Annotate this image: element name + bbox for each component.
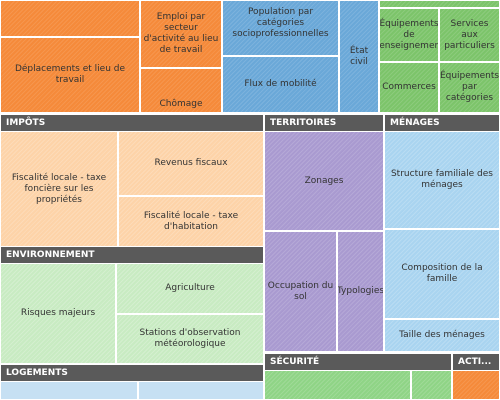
treemap-cell-equipements-top[interactable]: [379, 0, 500, 8]
treemap-cell-equipements-categories[interactable]: Équipements par catégories: [439, 62, 500, 113]
cell-label: Risques majeurs: [20, 308, 96, 318]
treemap-cell-zonages[interactable]: Zonages: [264, 131, 384, 231]
treemap-cell-occupation-sol[interactable]: Occupation du sol: [264, 231, 337, 352]
cell-label: Équipements par catégories: [439, 71, 500, 103]
treemap-cell-population-csp[interactable]: Population par catégories socioprofessio…: [222, 0, 339, 56]
cell-label: Chômage: [159, 99, 203, 109]
cell-label: Structure familiale des ménages: [390, 169, 494, 190]
section-header-menages[interactable]: MÉNAGES: [384, 115, 500, 131]
cell-label: Population par catégories socioprofessio…: [232, 7, 329, 39]
section-header-securite[interactable]: SÉCURITÉ: [264, 354, 452, 370]
cell-label: Fiscalité locale - taxe foncière sur les…: [11, 172, 107, 205]
cell-label: Équipements de l'enseignement: [379, 18, 439, 51]
treemap-cell-agriculture[interactable]: Agriculture: [116, 263, 264, 314]
treemap-cell-securite-2[interactable]: [411, 370, 452, 400]
cell-label: Revenus fiscaux: [154, 158, 228, 168]
cell-label: Agriculture: [165, 283, 215, 293]
treemap-cell-equipements-enseignement[interactable]: Équipements de l'enseignement: [379, 8, 439, 62]
cell-label: Taille des ménages: [399, 330, 485, 340]
section-header-activite[interactable]: ACTI...: [452, 354, 500, 370]
cell-label: État civil: [349, 45, 369, 67]
cell-label: Déplacements et lieu de travail: [14, 64, 126, 85]
cell-label: Flux de mobilité: [244, 79, 317, 89]
cell-label: Commerces: [382, 82, 436, 92]
treemap-cell-chomage[interactable]: Chômage: [140, 68, 222, 113]
section-header-territoires[interactable]: TERRITOIRES: [264, 115, 384, 131]
section-header-impots[interactable]: IMPÔTS: [0, 115, 264, 131]
treemap-cell-securite-1[interactable]: [264, 370, 411, 400]
treemap-cell-commerces[interactable]: Commerces: [379, 62, 439, 113]
treemap-cell-logements-2[interactable]: [138, 381, 264, 400]
treemap-cell-services-particuliers[interactable]: Services aux particuliers: [439, 8, 500, 62]
treemap-cell-structure-familiale[interactable]: Structure familiale des ménages: [384, 131, 500, 229]
treemap-cell-composition-famille[interactable]: Composition de la famille: [384, 229, 500, 319]
treemap-cell-revenus-fiscaux[interactable]: Revenus fiscaux: [118, 131, 264, 196]
treemap-cell-fiscalite-fonciere[interactable]: Fiscalité locale - taxe foncière sur les…: [0, 131, 118, 247]
treemap-cell-etat-civil[interactable]: État civil: [339, 0, 379, 113]
treemap-cell-stations-meteo[interactable]: Stations d'observation météorologique: [116, 314, 264, 364]
cell-label: Composition de la famille: [401, 263, 483, 284]
cell-label: Typologies: [337, 286, 384, 296]
treemap-cell-deplacements[interactable]: Déplacements et lieu de travail: [0, 37, 140, 113]
treemap-cell-taille-menages[interactable]: Taille des ménages: [384, 319, 500, 352]
treemap-cell-activite-1[interactable]: [452, 370, 500, 400]
cell-label: Emploi par secteur d'activité au lieu de…: [143, 12, 219, 55]
cell-label: Services aux particuliers: [444, 18, 495, 51]
treemap-cell-risques-majeurs[interactable]: Risques majeurs: [0, 263, 116, 364]
cell-label: Stations d'observation météorologique: [139, 328, 241, 349]
treemap-cell-flux-mobilite[interactable]: Flux de mobilité: [222, 56, 339, 113]
cell-label: Fiscalité locale - taxe d'habitation: [143, 210, 239, 232]
treemap-cell-logements-1[interactable]: [0, 381, 138, 400]
cell-label: Zonages: [304, 175, 344, 186]
cell-label: Occupation du sol: [267, 280, 334, 302]
treemap-cell-emploi-secteur[interactable]: Emploi par secteur d'activité au lieu de…: [140, 0, 222, 68]
treemap-cell-travail-top[interactable]: [0, 0, 140, 37]
treemap-cell-typologies[interactable]: Typologies: [337, 231, 384, 352]
section-header-environnement[interactable]: ENVIRONNEMENT: [0, 247, 264, 263]
treemap-cell-fiscalite-habitation[interactable]: Fiscalité locale - taxe d'habitation: [118, 196, 264, 247]
section-header-logements[interactable]: LOGEMENTS: [0, 365, 264, 381]
